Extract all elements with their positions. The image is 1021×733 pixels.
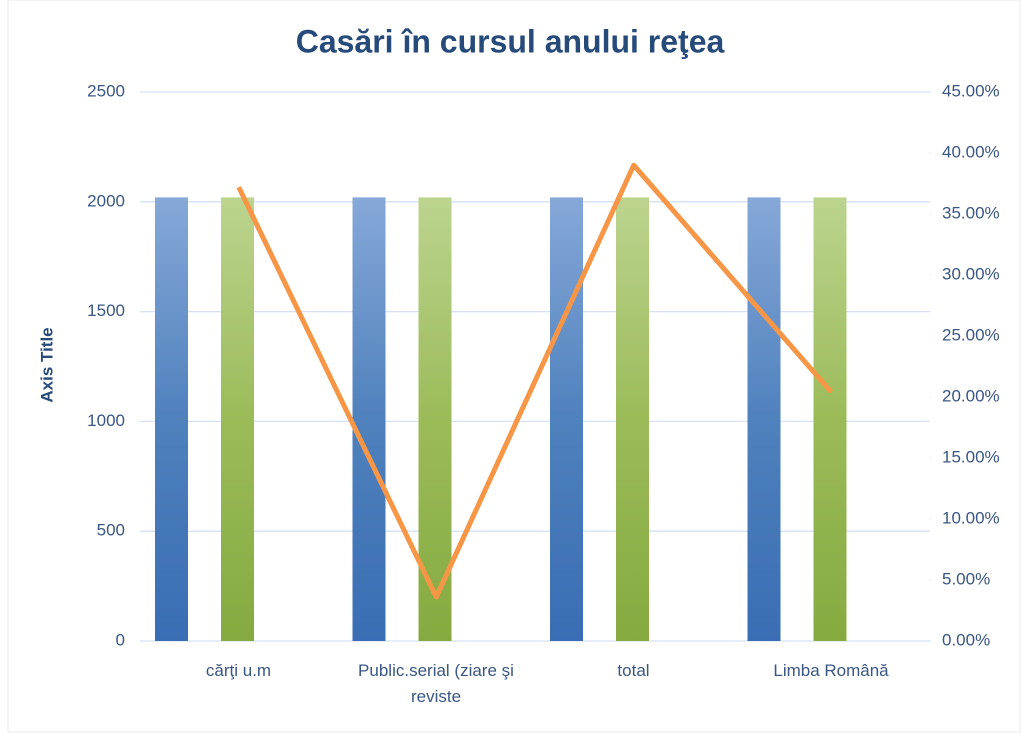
y2-tick-label: 45.00% xyxy=(942,81,1000,100)
bar xyxy=(221,197,254,641)
y2-tick-label: 25.00% xyxy=(942,325,1000,344)
line-series xyxy=(236,162,834,600)
y2-tick-label: 5.00% xyxy=(942,569,990,588)
y2-tick-label: 30.00% xyxy=(942,264,1000,283)
x-tick-label: Limba Română xyxy=(773,661,889,680)
y-tick-label: 0 xyxy=(116,630,125,649)
bar xyxy=(352,197,386,641)
bar xyxy=(550,197,583,641)
y2-tick-label: 35.00% xyxy=(942,203,1000,222)
y2-tick-label: 10.00% xyxy=(942,508,1000,527)
y2-tick-label: 40.00% xyxy=(942,142,1000,161)
x-tick-label: Public.serial (ziare şi reviste xyxy=(358,661,514,706)
chart-border xyxy=(7,0,1021,733)
y-tick-label: 1000 xyxy=(87,411,125,430)
y-tick-label: 2500 xyxy=(87,81,125,100)
y2-tick-label: 15.00% xyxy=(942,447,1000,466)
y-tick-label: 500 xyxy=(97,521,125,540)
y-axis-title: Axis Title xyxy=(37,327,56,402)
chart-title: Casări în cursul anului reţea xyxy=(296,23,725,59)
bar xyxy=(747,197,781,641)
x-tick-label: cărţi u.m xyxy=(205,661,272,680)
y2-tick-label: 20.00% xyxy=(942,386,1000,405)
y-tick-label: 1500 xyxy=(87,301,125,320)
bar xyxy=(155,197,188,641)
bar xyxy=(813,197,847,641)
y2-tick-label: 0.00% xyxy=(942,630,990,649)
y-tick-label: 2000 xyxy=(87,191,125,210)
bar xyxy=(616,197,649,641)
x-tick-label: total xyxy=(617,661,650,680)
